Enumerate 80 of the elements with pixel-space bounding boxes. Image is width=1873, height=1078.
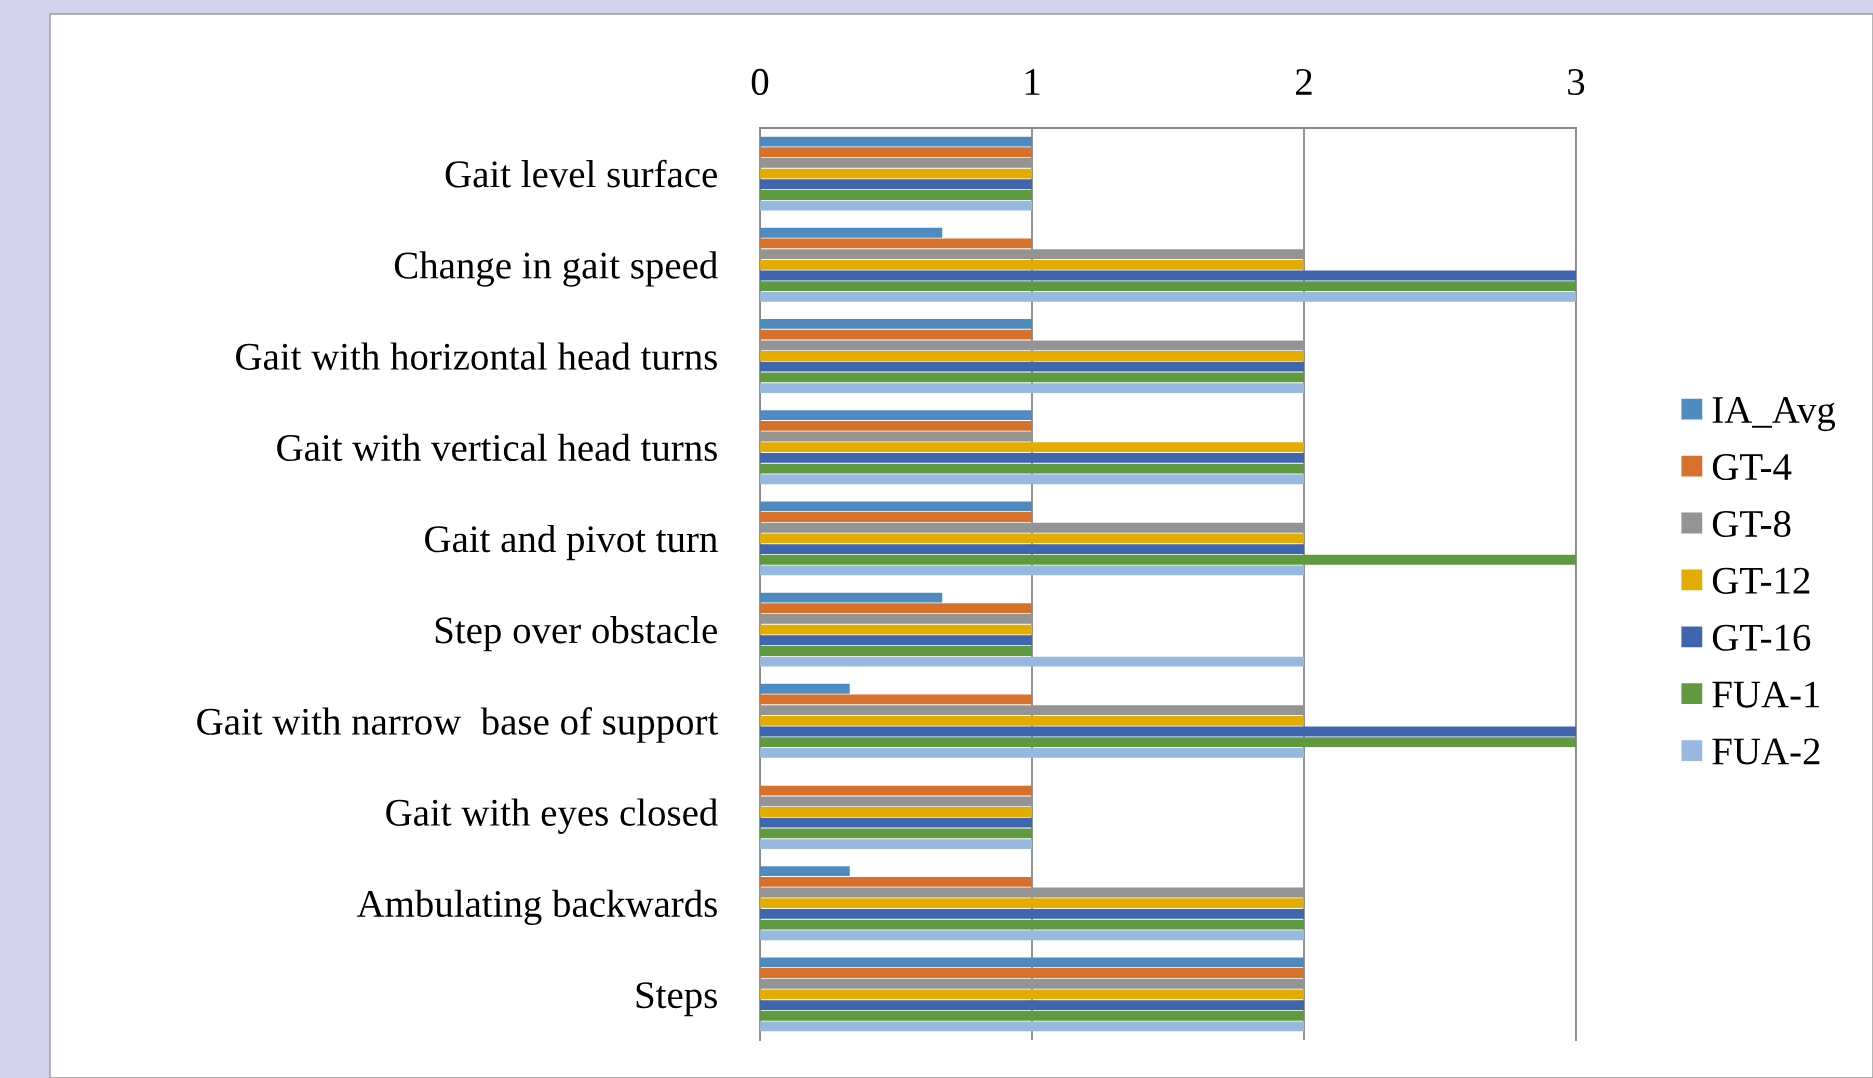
bar	[760, 807, 1032, 817]
y-tick-label: Gait with horizontal head turns	[236, 342, 717, 370]
bar	[760, 603, 1032, 614]
bar	[760, 501, 1032, 512]
bar	[760, 410, 1032, 421]
y-tick-label: Gait and pivot turn	[425, 524, 718, 561]
bar	[760, 898, 1304, 909]
bar	[760, 968, 1304, 978]
bar	[760, 715, 1304, 726]
bar	[760, 839, 1032, 849]
bar	[760, 291, 1576, 302]
bar	[760, 828, 1032, 839]
legend-label: FUA-1	[1712, 681, 1820, 708]
bar	[760, 319, 1032, 329]
legend-label: GT-4	[1712, 453, 1792, 481]
bar	[760, 876, 1032, 887]
bar	[760, 1021, 1304, 1032]
bar	[760, 919, 1304, 930]
legend-label: GT-16	[1712, 624, 1811, 651]
bar	[760, 908, 1304, 919]
bar	[760, 624, 1032, 635]
bar	[760, 957, 1304, 968]
x-tick-label: 2	[1295, 68, 1312, 95]
x-tick-label: 3	[1568, 68, 1585, 96]
bar	[760, 227, 943, 238]
bar	[760, 533, 1304, 544]
bar	[760, 1010, 1304, 1021]
legend-label: IA_Avg	[1712, 397, 1836, 432]
bar	[760, 259, 1304, 270]
bar	[760, 989, 1304, 1000]
legend-label: GT-12	[1712, 567, 1810, 594]
bar	[760, 565, 1304, 576]
bar	[760, 179, 1032, 190]
bar	[760, 281, 1576, 292]
y-tick-label: Gait level surface	[445, 159, 717, 188]
bar	[760, 656, 1304, 667]
bar	[760, 383, 1304, 393]
legend-label: GT-8	[1712, 510, 1791, 538]
bar	[760, 442, 1304, 453]
y-tick-label: Step over obstacle	[435, 616, 717, 652]
bar	[760, 747, 1304, 758]
bar	[760, 683, 850, 694]
bar	[760, 420, 1032, 431]
bar	[760, 635, 1032, 646]
bar	[760, 592, 943, 603]
bar	[760, 329, 1032, 340]
y-tick-label: Gait with eyes closed	[386, 798, 718, 834]
legend-label: FUA-2	[1712, 738, 1820, 765]
bar	[760, 474, 1304, 485]
bar	[760, 512, 1032, 522]
bar	[760, 361, 1304, 372]
bar	[760, 270, 1576, 281]
bar	[760, 452, 1304, 463]
bar	[760, 817, 1032, 828]
bar	[760, 866, 850, 877]
x-tick-label: 1	[1025, 69, 1040, 95]
bar	[760, 544, 1304, 554]
bar	[760, 785, 1032, 796]
bar	[760, 238, 1032, 249]
bar	[760, 694, 1032, 705]
bar	[760, 463, 1304, 474]
bar	[760, 200, 1032, 211]
bar	[760, 190, 1032, 200]
bar	[760, 737, 1576, 748]
bar	[760, 1000, 1304, 1010]
y-tick-label: Gait with narrow base of support	[197, 707, 719, 743]
bar	[760, 646, 1032, 656]
bar	[760, 136, 1032, 147]
y-tick-label: Ambulating backwards	[356, 889, 717, 926]
y-tick-label: Gait with vertical head turns	[277, 433, 717, 462]
x-tick-label: 0	[751, 68, 769, 96]
y-tick-label: Steps	[636, 982, 717, 1017]
bar	[760, 554, 1576, 565]
bar	[760, 168, 1032, 179]
bar	[760, 372, 1304, 383]
y-tick-label: Change in gait speed	[394, 251, 718, 287]
bar	[760, 351, 1304, 361]
bar	[760, 147, 1032, 158]
bar	[760, 726, 1576, 737]
bar	[760, 930, 1304, 941]
